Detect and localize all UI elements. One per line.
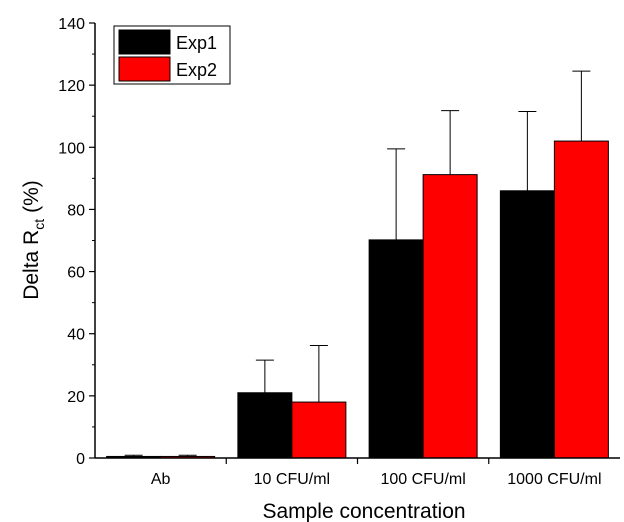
x-tick-label-2: 100 CFU/ml [380, 471, 465, 488]
y-tick-label-100: 100 [58, 140, 85, 157]
legend-label-exp1: Exp1 [176, 33, 217, 53]
y-tick-label-140: 140 [58, 16, 85, 33]
legend-swatch-exp1 [118, 29, 171, 55]
y-tick-label-120: 120 [58, 78, 85, 95]
legend: Exp1 Exp2 [113, 25, 231, 85]
y-tick-label-20: 20 [67, 389, 85, 406]
bar-exp2-3 [553, 140, 609, 459]
y-tick-label-80: 80 [67, 202, 85, 219]
ticks-layer: 0 20 40 60 80 100 120 140 Ab 10 CFU/ml 100 CFU/ml 1… [58, 16, 601, 488]
error-bars-layer [124, 70, 591, 457]
bar-exp1-3 [499, 190, 555, 459]
legend-label-exp2: Exp2 [176, 60, 217, 80]
y-axis-label-main: Delta R [20, 230, 43, 300]
y-axis-label: Delta Rct (%) [20, 180, 47, 300]
y-axis-label-subscript: ct [31, 219, 47, 230]
legend-swatch-exp2 [118, 56, 171, 82]
bar-exp2-1 [291, 401, 347, 459]
x-axis-label: Sample concentration [262, 500, 465, 522]
bar-exp2-2 [422, 174, 478, 459]
bar-exp1-2 [368, 239, 424, 459]
y-axis-label-unit: (%) [20, 180, 43, 213]
x-tick-label-0: Ab [151, 471, 171, 488]
y-tick-label-0: 0 [76, 451, 85, 468]
x-tick-label-1: 10 CFU/ml [254, 471, 330, 488]
bars-layer [106, 140, 609, 459]
y-tick-label-40: 40 [67, 327, 85, 344]
y-tick-label-60: 60 [67, 265, 85, 282]
bar-exp1-1 [237, 392, 293, 459]
x-tick-label-3: 1000 CFU/ml [507, 471, 601, 488]
